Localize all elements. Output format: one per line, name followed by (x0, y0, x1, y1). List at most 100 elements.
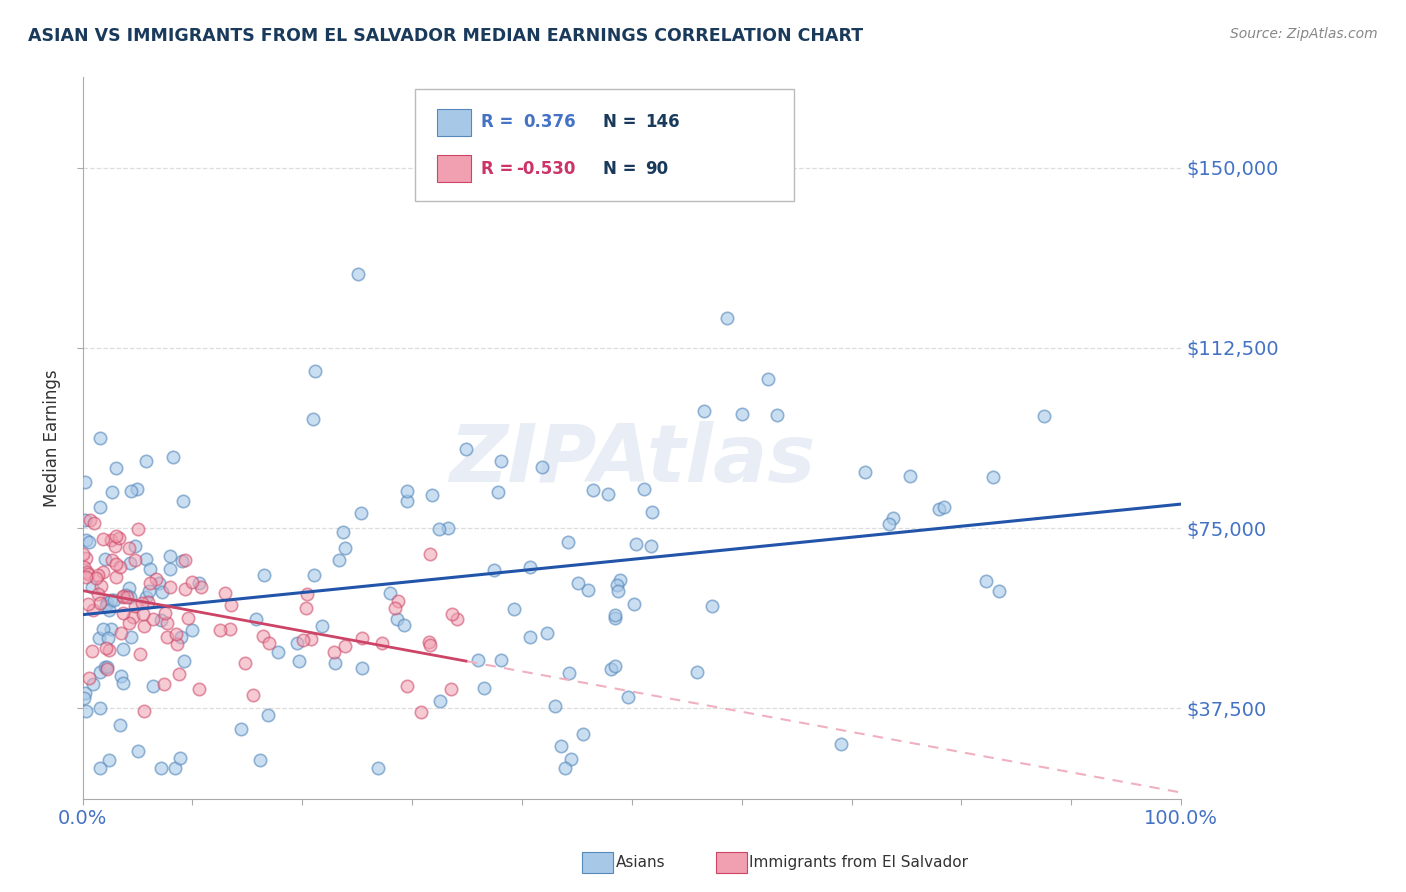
Point (335, 639, 357, 653)
Point (132, 607, 155, 621)
Point (100, 622, 122, 636)
Point (150, 585, 173, 599)
Point (427, 522, 450, 536)
Point (139, 576, 162, 591)
Point (693, 404, 716, 418)
Point (229, 722, 252, 736)
Point (105, 558, 128, 572)
Point (89, 762, 111, 776)
Point (120, 483, 142, 498)
Point (387, 593, 409, 607)
Text: N =: N = (603, 113, 637, 131)
Point (118, 591, 141, 605)
Point (153, 607, 176, 621)
Point (395, 494, 418, 508)
Point (491, 453, 513, 467)
Point (297, 587, 319, 601)
Point (127, 744, 149, 758)
Point (150, 613, 173, 627)
Point (139, 561, 162, 575)
Point (640, 540, 662, 554)
Point (91, 622, 114, 636)
Point (323, 656, 346, 670)
Point (302, 412, 325, 426)
Point (441, 607, 464, 621)
Point (323, 645, 346, 659)
Point (983, 470, 1005, 484)
Point (167, 666, 190, 681)
Point (91, 566, 114, 580)
Point (730, 407, 752, 421)
Point (96, 641, 118, 656)
Point (108, 560, 131, 574)
Point (328, 553, 350, 567)
Point (75, 533, 97, 547)
Point (879, 516, 901, 531)
Point (89, 631, 111, 645)
Point (104, 539, 127, 553)
Point (898, 469, 921, 483)
Point (124, 540, 146, 554)
Point (159, 549, 181, 563)
Point (437, 521, 460, 535)
Point (830, 737, 852, 751)
Point (97, 603, 120, 617)
Point (609, 573, 631, 587)
Point (101, 553, 124, 567)
Point (127, 522, 149, 536)
Point (454, 442, 477, 457)
Point (934, 500, 956, 515)
Point (482, 563, 505, 577)
Point (153, 677, 176, 691)
Point (118, 581, 141, 595)
Point (159, 562, 181, 576)
Text: Source: ZipAtlas.com: Source: ZipAtlas.com (1230, 27, 1378, 41)
Point (550, 739, 572, 754)
Point (77, 535, 100, 549)
Point (96, 596, 118, 610)
Point (429, 694, 451, 708)
Point (567, 576, 589, 591)
Point (928, 502, 950, 516)
Point (304, 364, 326, 378)
Point (131, 596, 153, 610)
Point (252, 629, 274, 643)
Point (103, 592, 125, 607)
Point (162, 450, 184, 465)
Point (93, 660, 115, 674)
Point (605, 658, 627, 673)
Point (214, 586, 236, 600)
Point (519, 630, 541, 644)
Point (100, 533, 122, 547)
Point (396, 679, 419, 693)
Point (73, 513, 96, 527)
Point (104, 461, 127, 475)
Point (257, 708, 280, 723)
Point (180, 575, 202, 590)
Point (392, 618, 415, 632)
Point (572, 727, 595, 741)
Point (89, 665, 111, 680)
Point (287, 654, 309, 668)
Text: Asians: Asians (616, 855, 665, 870)
Point (117, 541, 139, 555)
Point (148, 576, 170, 591)
Text: Immigrants from El Salvador: Immigrants from El Salvador (749, 855, 969, 870)
Point (332, 525, 354, 540)
Point (82, 644, 104, 658)
Point (156, 631, 179, 645)
Point (105, 570, 128, 584)
Point (233, 657, 256, 671)
Point (976, 574, 998, 588)
Point (349, 506, 371, 520)
Point (554, 762, 576, 776)
Point (560, 751, 582, 765)
Point (259, 635, 281, 649)
Point (170, 554, 193, 568)
Point (135, 453, 157, 467)
Point (124, 552, 146, 566)
Point (90, 579, 112, 593)
Point (418, 634, 440, 648)
Point (350, 631, 373, 645)
Y-axis label: Median Earnings: Median Earnings (44, 369, 60, 507)
